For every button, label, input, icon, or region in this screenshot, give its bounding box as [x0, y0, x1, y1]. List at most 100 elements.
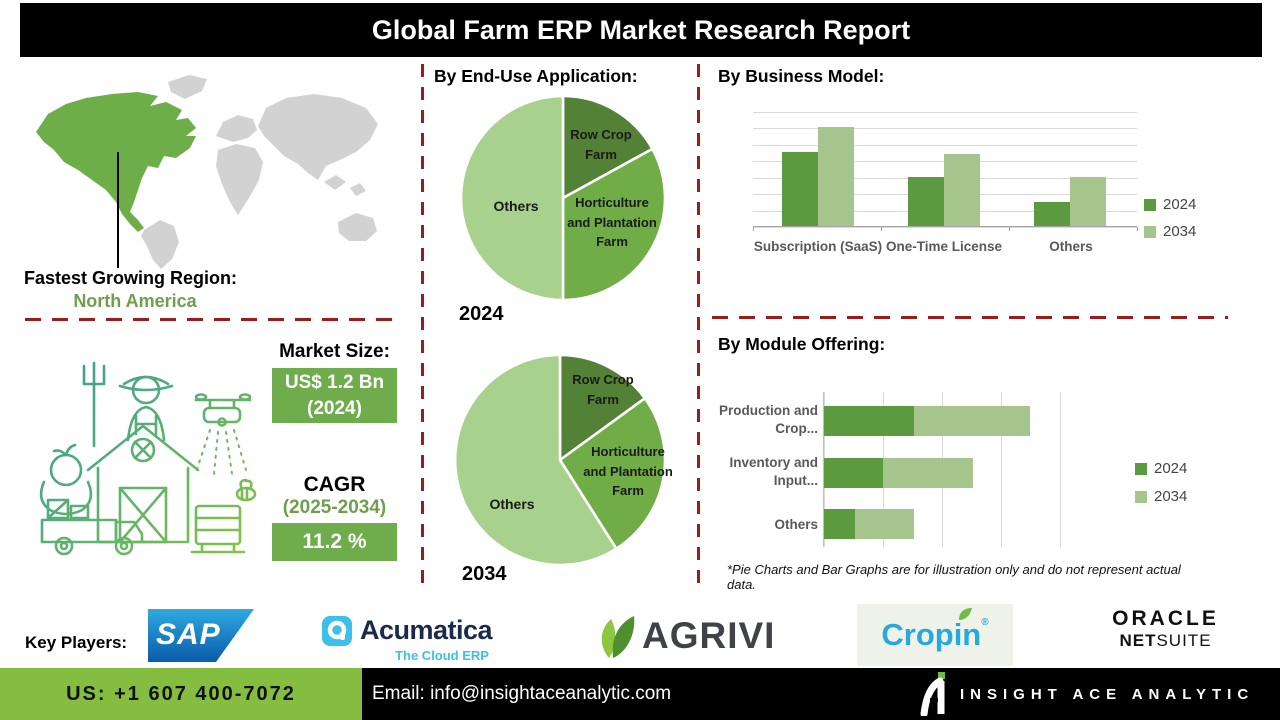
market-size-value-box: US$ 1.2 Bn (2024) [272, 368, 397, 423]
map-europe [216, 115, 257, 142]
map-southeast-asia [324, 175, 366, 196]
mo-segment-2034 [914, 406, 1030, 436]
mo-category-inventory: Inventory and Input... [729, 455, 818, 489]
beehive-icon [194, 504, 242, 546]
mo-segment-2024 [824, 509, 855, 539]
insight-ace-brand-text: INSIGHT ACE ANALYTIC [960, 686, 1255, 703]
title-bar: Global Farm ERP Market Research Report [20, 3, 1262, 57]
footer-email: Email: info@insightaceanalytic.com [372, 683, 672, 704]
mo-category-production: Production and Crop... [719, 403, 818, 437]
divider-vertical-2 [697, 64, 700, 586]
cagr-value-box: 11.2 % [272, 523, 397, 561]
pie-slice [561, 147, 667, 302]
bee-icon [235, 486, 257, 502]
pie-2034-label-horticulture: Horticulture and Plantation Farm [583, 444, 673, 498]
pie-slice [459, 94, 565, 302]
pie-2024-label-rowcrop: Row Crop Farm [570, 127, 632, 162]
market-size-label: Market Size: [279, 341, 390, 362]
bm-category-others: Others [1049, 239, 1093, 254]
mo-legend-2034-label: 2034 [1154, 488, 1188, 505]
bm-legend-2024: 2024 [1144, 196, 1196, 213]
mo-segment-2034 [855, 509, 914, 539]
map-north-america-highlight [36, 92, 196, 232]
bm-bar-2024 [908, 177, 944, 226]
drone-body [202, 406, 242, 424]
bm-category-onetime: One-Time License [885, 239, 1003, 254]
world-map [36, 75, 378, 269]
farm-illustration [39, 361, 257, 556]
pie-2034-year: 2034 [462, 563, 507, 585]
map-australia [338, 213, 377, 241]
page-title: Global Farm ERP Market Research Report [371, 14, 911, 45]
agrivi-icon [601, 616, 635, 658]
insight-ace-logo-icon [920, 672, 945, 716]
sap-logo: SAP [148, 609, 254, 662]
divider-right-horizontal [712, 316, 1228, 319]
pie-slice [453, 353, 619, 567]
crate-1 [46, 498, 70, 520]
bm-bar-2024 [1034, 202, 1070, 226]
cropin-leaf-icon [958, 608, 972, 620]
map-africa [216, 144, 263, 215]
divider-vertical-1 [421, 64, 424, 586]
map-greenland [168, 75, 207, 99]
bm-bar-2034 [818, 127, 854, 226]
pie-slice [558, 353, 647, 463]
fastest-growing-region-label: Fastest Growing Region: [24, 268, 238, 288]
pie-chart-2024 [459, 94, 667, 302]
oracle-text: ORACLE [1112, 607, 1219, 630]
mo-segment-2034 [883, 458, 973, 488]
netsuite-text: NETSUITE [1119, 631, 1212, 650]
cagr-value: 11.2 % [302, 530, 367, 553]
pie-slice [558, 396, 667, 551]
truck-bed [40, 518, 118, 544]
pie-2024-label-others: Others [493, 198, 539, 214]
bm-bar-2034 [1070, 177, 1106, 226]
mo-segment-2024 [824, 458, 883, 488]
cropin-name: Cropin® [881, 608, 989, 653]
map-asia [258, 94, 378, 180]
bm-category-subscription: Subscription (SaaS) [753, 239, 883, 254]
map-pointer-line [117, 152, 119, 268]
bm-legend-2034-swatch [1144, 225, 1156, 238]
farmer-hat [118, 375, 174, 392]
fastest-growing-region-value: North America [73, 291, 197, 311]
sap-logo-shape [148, 609, 254, 662]
agrivi-name: AGRIVI [642, 615, 776, 656]
barn-walls [96, 466, 190, 544]
bm-bar-2024 [782, 152, 818, 226]
mo-category-others: Others [774, 517, 818, 532]
pie-2024-year: 2024 [459, 303, 504, 325]
acumatica-tagline: The Cloud ERP [395, 648, 489, 663]
pitchfork-icon [82, 361, 106, 448]
drone-spray [195, 429, 247, 475]
mo-legend-2034: 2034 [1135, 488, 1187, 505]
pie-slice [561, 94, 655, 201]
mo-legend-2024: 2024 [1135, 460, 1187, 477]
oracle-netsuite-logo: ORACLE NETSUITE [1098, 607, 1233, 651]
section-title-business-model: By Business Model: [718, 66, 885, 86]
barn-roof [86, 424, 200, 472]
truck-cab [114, 520, 144, 544]
bm-legend-2024-label: 2024 [1163, 196, 1197, 213]
bm-legend-2034-label: 2034 [1163, 223, 1197, 240]
bm-legend-2024-swatch [1144, 198, 1156, 211]
acumatica-icon [322, 615, 352, 646]
market-size-value: US$ 1.2 Bn [284, 371, 385, 393]
footer-phone: US: +1 607 400-7072 [66, 682, 296, 705]
crate-2 [69, 504, 90, 520]
business-model-chart [753, 112, 1138, 231]
chart-footnote: *Pie Charts and Bar Graphs are for illus… [727, 562, 1181, 592]
apple-icon [49, 453, 83, 487]
mo-segment-2024 [824, 406, 914, 436]
module-offering-chart [823, 392, 1080, 547]
barn-window [130, 437, 156, 463]
section-title-module-offering: By Module Offering: [718, 334, 886, 354]
mo-legend-2024-label: 2024 [1154, 460, 1188, 477]
market-size-year: (2024) [307, 397, 362, 419]
farmer-body [126, 405, 166, 442]
mo-legend-2034-swatch [1135, 490, 1147, 503]
pie-2024-label-horticulture: Horticulture and Plantation Farm [567, 195, 657, 249]
section-title-end-use: By End-Use Application: [434, 66, 638, 86]
